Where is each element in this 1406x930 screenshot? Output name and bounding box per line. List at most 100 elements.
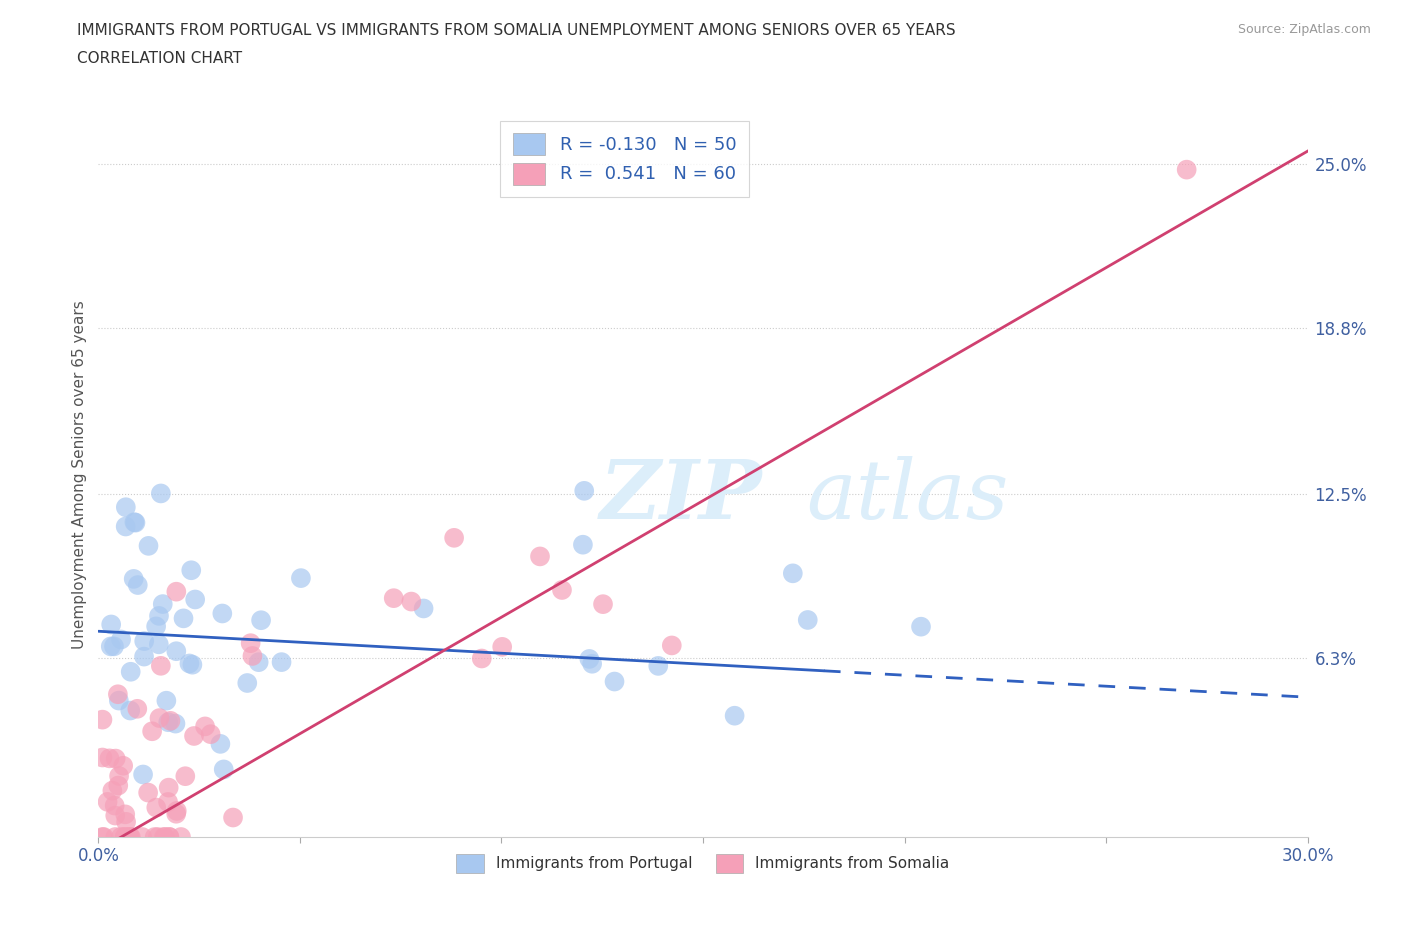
Point <box>157 830 180 844</box>
Point <box>114 830 136 844</box>
Point <box>152 597 174 612</box>
Point <box>157 780 180 795</box>
Point <box>247 655 270 670</box>
Point <box>170 830 193 844</box>
Y-axis label: Unemployment Among Seniors over 65 years: Unemployment Among Seniors over 65 years <box>72 300 87 649</box>
Point <box>138 538 160 553</box>
Point <box>572 538 595 552</box>
Point <box>127 578 149 592</box>
Point <box>124 514 146 529</box>
Point <box>120 830 142 844</box>
Point <box>149 486 172 501</box>
Point <box>120 830 142 844</box>
Point <box>165 584 187 599</box>
Text: CORRELATION CHART: CORRELATION CHART <box>77 51 242 66</box>
Point <box>136 785 159 800</box>
Point <box>148 711 170 725</box>
Point <box>107 778 129 793</box>
Point <box>114 499 136 514</box>
Point <box>104 808 127 823</box>
Point <box>165 806 187 821</box>
Point <box>159 713 181 728</box>
Point <box>112 758 135 773</box>
Point <box>120 703 142 718</box>
Point <box>100 639 122 654</box>
Point <box>194 719 217 734</box>
Point <box>97 794 120 809</box>
Point <box>551 582 574 597</box>
Point <box>239 636 262 651</box>
Point <box>120 664 142 679</box>
Point <box>148 608 170 623</box>
Point <box>290 571 312 586</box>
Point <box>412 601 434 616</box>
Point <box>166 804 188 818</box>
Point <box>174 769 197 784</box>
Point <box>209 737 232 751</box>
Point <box>114 519 136 534</box>
Point <box>157 830 180 844</box>
Point <box>132 649 155 664</box>
Point <box>165 716 187 731</box>
Point <box>131 830 153 844</box>
Point <box>153 830 176 844</box>
Text: IMMIGRANTS FROM PORTUGAL VS IMMIGRANTS FROM SOMALIA UNEMPLOYMENT AMONG SENIORS O: IMMIGRANTS FROM PORTUGAL VS IMMIGRANTS F… <box>77 23 956 38</box>
Point <box>143 830 166 844</box>
Point <box>141 724 163 738</box>
Point <box>98 751 121 765</box>
Point <box>1175 162 1198 177</box>
Point <box>108 768 131 783</box>
Point <box>184 592 207 607</box>
Point <box>581 657 603 671</box>
Point <box>910 619 932 634</box>
Point <box>115 815 138 830</box>
Point <box>114 830 136 844</box>
Point <box>148 637 170 652</box>
Point <box>153 830 176 844</box>
Point <box>124 515 146 530</box>
Point <box>155 693 177 708</box>
Point <box>578 652 600 667</box>
Point <box>603 674 626 689</box>
Point <box>592 597 614 612</box>
Point <box>101 783 124 798</box>
Point <box>401 594 423 609</box>
Point <box>104 830 127 844</box>
Point <box>108 693 131 708</box>
Point <box>114 807 136 822</box>
Point <box>103 639 125 654</box>
Point <box>236 675 259 690</box>
Point <box>132 767 155 782</box>
Point <box>104 798 127 813</box>
Point <box>661 638 683 653</box>
Point <box>723 709 745 724</box>
Point <box>443 530 465 545</box>
Point <box>797 613 820 628</box>
Point <box>146 830 169 844</box>
Point <box>529 549 551 564</box>
Point <box>222 810 245 825</box>
Point <box>145 619 167 634</box>
Legend: Immigrants from Portugal, Immigrants from Somalia: Immigrants from Portugal, Immigrants fro… <box>449 846 957 880</box>
Point <box>647 658 669 673</box>
Text: atlas: atlas <box>806 456 1008 536</box>
Point <box>110 632 132 647</box>
Point <box>110 830 132 844</box>
Point <box>157 794 180 809</box>
Point <box>127 701 149 716</box>
Text: ZIP: ZIP <box>600 456 763 536</box>
Point <box>179 656 201 671</box>
Point <box>471 651 494 666</box>
Point <box>200 726 222 741</box>
Point <box>183 728 205 743</box>
Point <box>104 751 127 766</box>
Text: Source: ZipAtlas.com: Source: ZipAtlas.com <box>1237 23 1371 36</box>
Point <box>270 655 292 670</box>
Point <box>180 563 202 578</box>
Point <box>91 712 114 727</box>
Point <box>491 640 513 655</box>
Point <box>250 613 273 628</box>
Point <box>181 658 204 672</box>
Point <box>212 762 235 777</box>
Point <box>157 715 180 730</box>
